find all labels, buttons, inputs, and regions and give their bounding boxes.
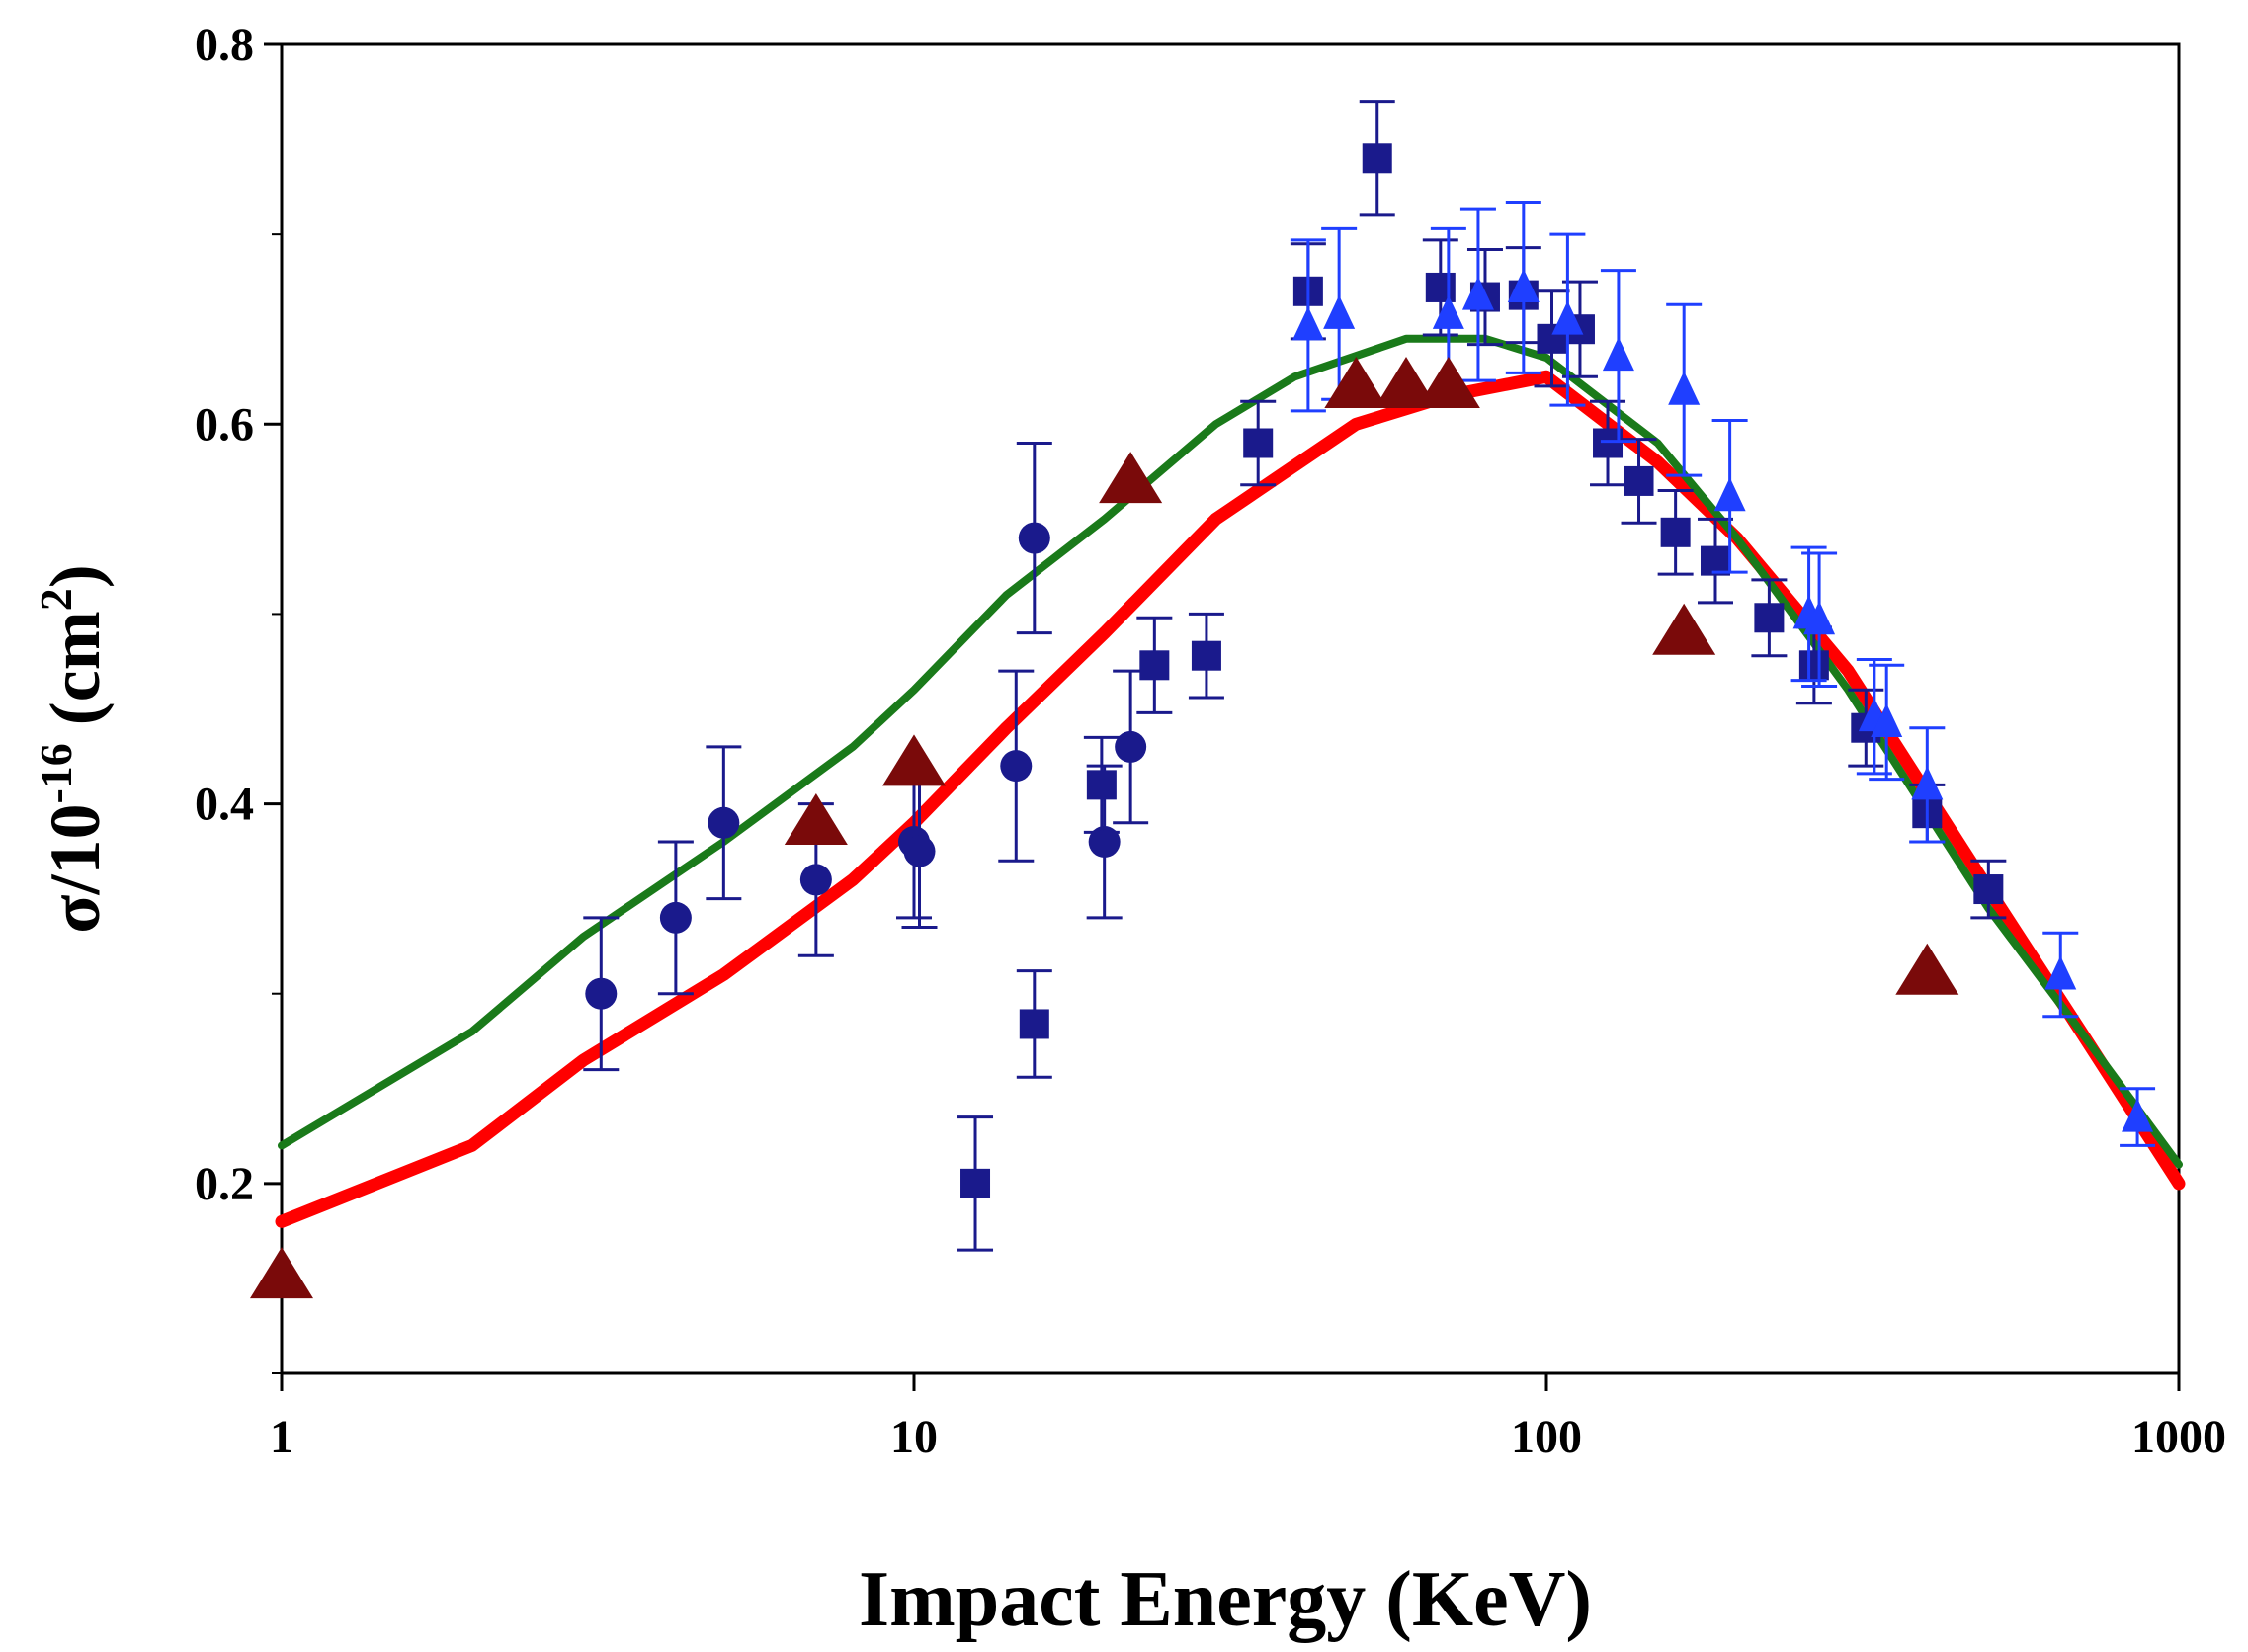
data-point-square — [1754, 603, 1785, 633]
y-tick-label: 0.6 — [195, 398, 254, 451]
data-point-square — [1660, 517, 1691, 547]
data-point-square — [1139, 650, 1170, 681]
x-axis-title: Impact Energy (KeV) — [859, 1556, 1592, 1643]
x-tick-label: 10 — [890, 1411, 938, 1463]
data-point-square — [1798, 650, 1829, 681]
data-point-square — [1243, 428, 1274, 458]
data-point-large-triangle — [1099, 452, 1163, 504]
data-point-triangle — [2044, 955, 2077, 990]
red-curve — [275, 370, 2186, 1228]
data-point-large-triangle — [250, 1247, 313, 1299]
data-point-square — [1191, 640, 1221, 671]
data-point-circle — [708, 806, 740, 839]
data-point-triangle — [1323, 294, 1356, 329]
data-point-square — [1019, 1009, 1049, 1039]
data-point-triangle — [1871, 702, 1903, 737]
y-axis-title-unit-exponent: 2 — [31, 588, 81, 611]
y-axis-title-base: σ/10 — [36, 804, 115, 934]
data-point-triangle — [1911, 766, 1944, 800]
y-tick-label: 0.8 — [195, 19, 254, 71]
series-circles — [583, 442, 1149, 1072]
data-point-square — [1700, 545, 1730, 576]
data-point-circle — [799, 864, 832, 896]
plot-area — [250, 42, 2186, 1375]
y-axis-title-unit-close: ) — [36, 564, 115, 588]
x-axis: 1 10 100 1000 — [270, 1373, 2226, 1463]
data-point-large-triangle — [1324, 357, 1388, 409]
data-point-triangle — [1551, 300, 1584, 335]
data-point-square — [1362, 143, 1392, 174]
data-point-large-triangle — [882, 734, 946, 786]
data-point-triangle — [1461, 276, 1494, 310]
data-point-triangle — [1803, 601, 1836, 635]
data-point-square — [960, 1168, 991, 1198]
data-point-large-triangle — [1895, 943, 1959, 995]
data-point-circle — [659, 901, 692, 934]
y-tick-label: 0.4 — [195, 779, 254, 831]
x-tick-label: 1 — [270, 1411, 293, 1463]
series-blue-triangles — [1290, 200, 2156, 1147]
data-point-triangle — [1432, 294, 1464, 329]
data-point-circle — [1000, 750, 1033, 783]
data-point-triangle — [1668, 371, 1701, 405]
data-point-triangle — [1291, 306, 1324, 341]
data-point-large-triangle — [1374, 357, 1439, 409]
data-point-triangle — [1507, 268, 1540, 302]
y-axis: 0.2 0.4 0.6 0.8 — [195, 19, 282, 1374]
data-point-circle — [903, 835, 936, 867]
data-point-square — [1425, 272, 1456, 302]
y-axis-title-exponent: -16 — [31, 743, 81, 803]
y-axis-title: σ/10-16 (cm2) — [31, 564, 115, 933]
data-point-large-triangle — [1416, 357, 1480, 409]
data-point-square — [1973, 874, 2004, 905]
data-point-triangle — [1602, 337, 1634, 372]
data-point-circle — [1018, 522, 1050, 554]
x-tick-label: 100 — [1511, 1411, 1582, 1463]
data-point-large-triangle — [784, 792, 848, 845]
data-point-circle — [1115, 730, 1147, 763]
data-point-triangle — [1713, 477, 1746, 512]
x-tick-label: 1000 — [2131, 1411, 2226, 1463]
series-dark-red-triangles — [250, 357, 1959, 1299]
data-point-triangle — [2122, 1098, 2154, 1132]
y-tick-label: 0.2 — [195, 1158, 254, 1210]
plot-frame — [280, 42, 2181, 1375]
markers — [250, 100, 2156, 1299]
data-point-circle — [585, 977, 618, 1010]
data-point-large-triangle — [1652, 603, 1716, 655]
data-point-circle — [1088, 826, 1121, 858]
data-point-square — [1086, 770, 1117, 800]
data-point-square — [1624, 465, 1654, 496]
y-axis-title-unit: (cm — [36, 611, 115, 743]
